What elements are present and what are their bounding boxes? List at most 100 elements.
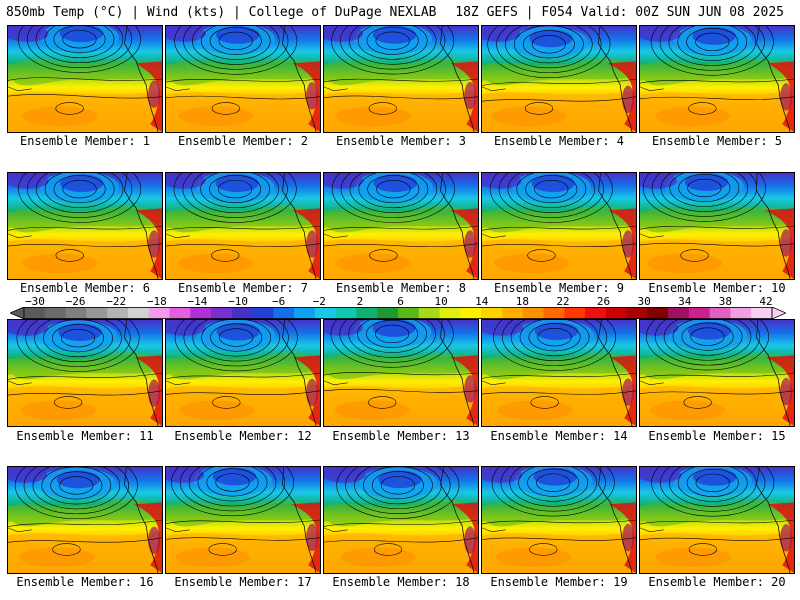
colorbar-tick-label: 6 bbox=[397, 295, 404, 308]
colorbar-bin bbox=[605, 307, 627, 319]
ensemble-member-map-18 bbox=[323, 466, 479, 574]
ensemble-member-map-9 bbox=[481, 172, 637, 280]
ensemble-member-label-6: Ensemble Member: 6 bbox=[19, 281, 151, 295]
ensemble-member-map-11 bbox=[7, 319, 163, 427]
colorbar-bin bbox=[169, 307, 191, 319]
colorbar-bin bbox=[335, 307, 357, 319]
colorbar-bin bbox=[481, 307, 503, 319]
ensemble-member-label-4: Ensemble Member: 4 bbox=[493, 134, 625, 148]
ensemble-member-map-5 bbox=[639, 25, 795, 133]
colorbar-bin bbox=[730, 307, 752, 319]
colorbar-bin bbox=[190, 307, 212, 319]
colorbar-bin bbox=[522, 307, 544, 319]
colorbar-bin bbox=[501, 307, 524, 319]
colorbar-bin bbox=[252, 307, 274, 319]
ensemble-member-label-19: Ensemble Member: 19 bbox=[490, 575, 628, 589]
ensemble-member-label-17: Ensemble Member: 17 bbox=[174, 575, 312, 589]
ensemble-member-map-1 bbox=[7, 25, 163, 133]
colorbar-bin bbox=[65, 307, 87, 319]
colorbar-bin bbox=[398, 307, 420, 319]
colorbar-bin bbox=[231, 307, 253, 319]
colorbar-tick-label: −2 bbox=[312, 295, 326, 308]
ensemble-member-label-5: Ensemble Member: 5 bbox=[651, 134, 783, 148]
colorbar-bin bbox=[107, 307, 129, 319]
colorbar-bin bbox=[460, 307, 482, 319]
ensemble-member-map-8 bbox=[323, 172, 479, 280]
ensemble-member-label-10: Ensemble Member: 10 bbox=[648, 281, 786, 295]
colorbar-tick-label: 26 bbox=[596, 295, 611, 308]
colorbar-bin bbox=[44, 307, 66, 319]
ensemble-member-label-20: Ensemble Member: 20 bbox=[648, 575, 786, 589]
ensemble-member-map-17 bbox=[165, 466, 321, 574]
ensemble-member-map-2 bbox=[165, 25, 321, 133]
colorbar-tick-label: 42 bbox=[759, 295, 773, 308]
colorbar-bin bbox=[564, 307, 586, 319]
ensemble-member-label-8: Ensemble Member: 8 bbox=[335, 281, 467, 295]
colorbar-bin bbox=[647, 307, 669, 319]
ensemble-member-map-19 bbox=[481, 466, 637, 574]
ensemble-member-map-3 bbox=[323, 25, 479, 133]
ensemble-member-map-7 bbox=[165, 172, 321, 280]
map-title: 850mb Temp (°C) | Wind (kts) | College o… bbox=[6, 5, 437, 20]
colorbar-tick-label: −22 bbox=[106, 295, 127, 308]
colorbar-tick-label: −30 bbox=[25, 295, 45, 308]
ensemble-member-label-18: Ensemble Member: 18 bbox=[332, 575, 470, 589]
colorbar-tick-label: −10 bbox=[228, 295, 248, 308]
ensemble-member-map-10 bbox=[639, 172, 795, 280]
ensemble-member-label-11: Ensemble Member: 11 bbox=[16, 429, 154, 443]
colorbar-tick-label: 18 bbox=[515, 295, 529, 308]
colorbar-tick-label: −14 bbox=[187, 295, 208, 308]
ensemble-member-map-15 bbox=[639, 319, 795, 427]
colorbar-bin bbox=[148, 307, 170, 319]
colorbar-bin bbox=[668, 307, 690, 319]
ensemble-member-label-2: Ensemble Member: 2 bbox=[177, 134, 309, 148]
ensemble-member-map-6 bbox=[7, 172, 163, 280]
ensemble-member-label-9: Ensemble Member: 9 bbox=[493, 281, 625, 295]
colorbar-tick-label: −6 bbox=[272, 295, 286, 308]
colorbar-tick-label: 14 bbox=[475, 295, 489, 308]
colorbar-bin bbox=[585, 307, 607, 319]
colorbar-bin bbox=[24, 307, 46, 319]
colorbar-bin bbox=[543, 307, 565, 319]
colorbar-tick-label: 10 bbox=[434, 295, 448, 308]
ensemble-member-label-13: Ensemble Member: 13 bbox=[332, 429, 470, 443]
colorbar-tick-label: 2 bbox=[356, 295, 364, 308]
colorbar-bin bbox=[626, 307, 648, 319]
colorbar-bin bbox=[127, 307, 150, 319]
ensemble-member-map-12 bbox=[165, 319, 321, 427]
ensemble-member-map-13 bbox=[323, 319, 479, 427]
colorbar-bin bbox=[688, 307, 711, 319]
colorbar-bin bbox=[439, 307, 461, 319]
ensemble-member-map-4 bbox=[481, 25, 637, 133]
colorbar-bin bbox=[211, 307, 233, 319]
colorbar-left-arrow bbox=[10, 307, 25, 319]
colorbar-bin bbox=[86, 307, 108, 319]
ensemble-member-label-1: Ensemble Member: 1 bbox=[19, 134, 151, 148]
colorbar-tick-label: −26 bbox=[65, 295, 86, 308]
colorbar-tick-label: 22 bbox=[556, 295, 570, 308]
colorbar-right-arrow bbox=[771, 307, 786, 319]
ensemble-member-label-15: Ensemble Member: 15 bbox=[648, 429, 786, 443]
colorbar-bin bbox=[273, 307, 295, 319]
ensemble-member-label-16: Ensemble Member: 16 bbox=[16, 575, 154, 589]
colorbar-tick-label: 30 bbox=[637, 295, 651, 308]
ensemble-member-label-3: Ensemble Member: 3 bbox=[335, 134, 467, 148]
temperature-colorbar bbox=[10, 307, 786, 319]
colorbar-bin bbox=[294, 307, 316, 319]
colorbar-bin bbox=[709, 307, 731, 319]
model-run-info: 18Z GEFS | F054 Valid: 00Z SUN JUN 08 20… bbox=[455, 5, 784, 20]
ensemble-member-label-12: Ensemble Member: 12 bbox=[174, 429, 312, 443]
ensemble-member-map-16 bbox=[7, 466, 163, 574]
colorbar-bin bbox=[356, 307, 378, 319]
ensemble-member-label-7: Ensemble Member: 7 bbox=[177, 281, 309, 295]
colorbar-bin bbox=[377, 307, 399, 319]
ensemble-member-label-14: Ensemble Member: 14 bbox=[490, 429, 628, 443]
colorbar-tick-label: 34 bbox=[678, 295, 692, 308]
ensemble-member-map-20 bbox=[639, 466, 795, 574]
colorbar-bin bbox=[314, 307, 337, 319]
colorbar-tick-label: 38 bbox=[718, 295, 732, 308]
ensemble-member-map-14 bbox=[481, 319, 637, 427]
colorbar-tick-label: −18 bbox=[146, 295, 167, 308]
colorbar-bin bbox=[418, 307, 440, 319]
colorbar-bin bbox=[751, 307, 773, 319]
